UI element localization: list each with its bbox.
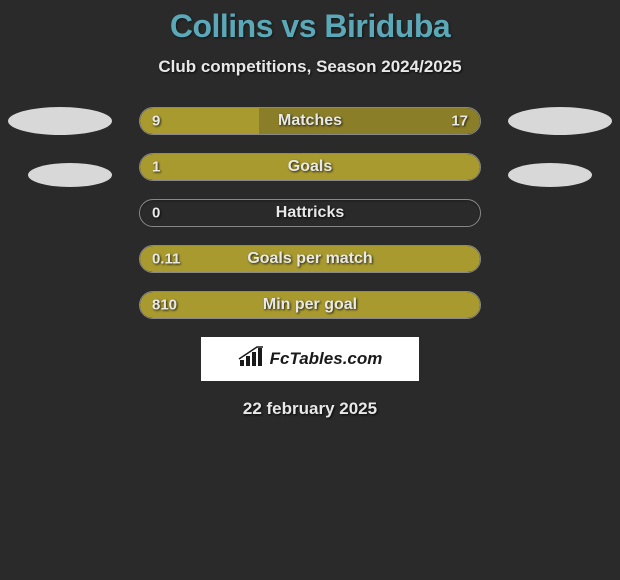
stats-area: Matches 9 17 Goals 1 Hattricks 0 Goals per matc… xyxy=(0,107,620,319)
page-title: Collins vs Biriduba xyxy=(0,8,620,45)
stat-bar: Matches 9 17 xyxy=(139,107,481,135)
bar-label: Min per goal xyxy=(263,296,357,314)
bar-value-left: 810 xyxy=(152,297,177,314)
avatar xyxy=(508,107,612,135)
bar-chart-icon xyxy=(238,346,264,373)
bar-label: Goals per match xyxy=(247,250,372,268)
avatar xyxy=(508,163,592,187)
avatar xyxy=(28,163,112,187)
avatar xyxy=(8,107,112,135)
bar-value-left: 0 xyxy=(152,205,160,222)
bar-label: Matches xyxy=(278,112,342,130)
date-label: 22 february 2025 xyxy=(0,399,620,419)
bar-value-left: 9 xyxy=(152,113,160,130)
bar-value-right: 17 xyxy=(451,113,468,130)
bar-value-left: 0.11 xyxy=(152,251,180,268)
bar-value-left: 1 xyxy=(152,159,160,176)
avatars-left xyxy=(8,107,112,215)
comparison-bars: Matches 9 17 Goals 1 Hattricks 0 Goals per matc… xyxy=(139,107,481,319)
stat-bar: Hattricks 0 xyxy=(139,199,481,227)
subtitle: Club competitions, Season 2024/2025 xyxy=(0,57,620,77)
logo-text: FcTables.com xyxy=(270,349,383,369)
stat-bar: Goals per match 0.11 xyxy=(139,245,481,273)
logo-box: FcTables.com xyxy=(201,337,419,381)
stat-bar: Goals 1 xyxy=(139,153,481,181)
stat-bar: Min per goal 810 xyxy=(139,291,481,319)
avatars-right xyxy=(508,107,612,215)
bar-label: Goals xyxy=(288,158,332,176)
bar-label: Hattricks xyxy=(276,204,344,222)
